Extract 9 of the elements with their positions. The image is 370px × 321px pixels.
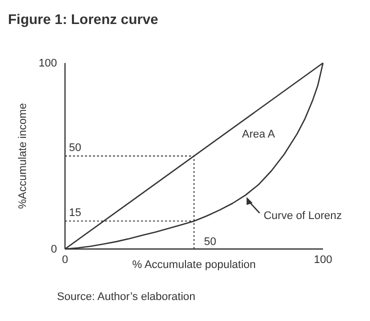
annotation: 50 <box>204 236 216 248</box>
annotation: 15 <box>69 207 82 220</box>
annotation: Area A <box>242 128 276 140</box>
source-note: Source: Author’s elaboration <box>57 291 196 303</box>
annotation: 50 <box>69 142 82 154</box>
x-axis-title: % Accumulate population <box>132 259 256 271</box>
annotation: Curve of Lorenz <box>264 210 342 222</box>
y-axis-title: %Accumulate income <box>17 103 29 209</box>
chart-title: Figure 1: Lorenz curve <box>8 11 158 27</box>
